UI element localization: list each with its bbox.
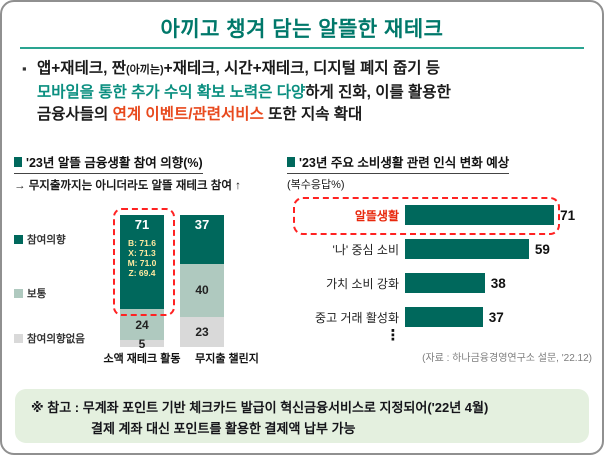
note-line-1: ※ 참고 : 무계좌 포인트 기반 체크카드 발급이 혁신금융서비스로 지정되어… — [31, 400, 489, 415]
right-chart: '23년 주요 소비생활 관련 인식 변화 예상 (복수응답%) 알뜰생활 71… — [287, 152, 594, 367]
bar-segment-no-intent: 23 — [180, 316, 224, 347]
title-divider — [20, 47, 584, 49]
section-marker-icon — [287, 156, 295, 167]
bar-row-secondhand: 중고 거래 활성화 37 — [287, 306, 504, 328]
hbar — [405, 205, 555, 225]
right-chart-header: '23년 주요 소비생활 관련 인식 변화 예상 — [287, 152, 510, 174]
right-chart-subtitle: (복수응답%) — [287, 179, 345, 191]
bar-row-value-consumption: 가치 소비 강화 38 — [287, 272, 506, 294]
source-citation: (자료 : 하나금융경영연구소 설문, '22.12) — [422, 353, 592, 364]
intro-line-3: 금융사들의 연계 이벤트/관련서비스 또한 지속 확대 — [37, 106, 363, 123]
left-chart: '23년 알뜰 금융생활 참여 의향(%) → 무지출까지는 아니더라도 알뜰 … — [14, 152, 280, 367]
bar-segment-neutral: 40 — [180, 263, 224, 317]
bar-segment-no-intent: 5 — [120, 338, 164, 350]
bar-segment-participate: 37 — [180, 215, 224, 264]
note-line-2: 결제 계좌 대신 포인트를 활용한 결제액 납부 가능 — [91, 421, 356, 436]
section-marker-icon — [14, 156, 22, 167]
highlight-dashed-box — [293, 197, 560, 235]
right-chart-title: '23년 주요 소비생활 관련 인식 변화 예상 — [299, 156, 510, 170]
legend-item-no-intent: 참여의향없음 — [14, 331, 85, 346]
bullet-square-icon: ▪ — [22, 61, 27, 76]
bar-row-me-centered: '나' 중심 소비 59 — [287, 238, 550, 260]
intro-line-1: 앱+재테크, 짠(아끼는)+재테크, 시간+재테크, 디지털 폐지 줍기 등 — [37, 60, 441, 77]
legend-item-participate: 참여의향 — [14, 232, 66, 247]
more-rows-ellipsis-icon: ⋮ — [385, 327, 401, 344]
left-chart-subtitle: → 무지출까지는 아니더라도 알뜰 재테크 참여 ↑ — [14, 180, 241, 192]
highlight-dashed-box — [113, 208, 175, 316]
generation-breakdown: B: 71.6 X: 71.3 M: 71.0 Z: 69.4 — [127, 238, 157, 279]
bar-row-thrifty-life: 알뜰생활 71 — [287, 204, 575, 226]
left-chart-title: '23년 알뜰 금융생활 참여 의향(%) — [26, 156, 203, 170]
category-label-small-fintech: 소액 재테크 활동 — [103, 353, 181, 365]
stacked-bar-small-fintech: 71 B: 71.6 X: 71.3 M: 71.0 Z: 69.4 24 5 — [120, 215, 164, 350]
intro-text: ▪ 앱+재테크, 짠(아끼는)+재테크, 시간+재테크, 디지털 폐지 줍기 등… — [22, 58, 590, 127]
stacked-bar-no-spend-challenge: 37 40 23 — [180, 215, 224, 347]
page-title: 아끼고 챙겨 담는 알뜰한 재테크 — [160, 18, 444, 41]
hbar — [405, 239, 529, 259]
reference-note: ※ 참고 : 무계좌 포인트 기반 체크카드 발급이 혁신금융서비스로 지정되어… — [15, 389, 589, 443]
legend-item-neutral: 보통 — [14, 286, 46, 301]
hbar — [405, 307, 483, 327]
legend-swatch-mid-icon — [14, 289, 23, 298]
intro-line-2: 모바일을 통한 추가 수익 확보 노력은 다양하게 진화, 이를 활용한 — [37, 83, 451, 101]
category-label-no-spend: 무지출 챌린지 — [195, 353, 259, 365]
left-chart-header: '23년 알뜰 금융생활 참여 의향(%) — [14, 152, 203, 174]
legend-swatch-light-icon — [14, 334, 23, 343]
legend-swatch-dark-icon — [14, 235, 23, 244]
bar-segment-participate: 71 B: 71.6 X: 71.3 M: 71.0 Z: 69.4 — [120, 215, 164, 309]
hbar — [405, 273, 485, 293]
